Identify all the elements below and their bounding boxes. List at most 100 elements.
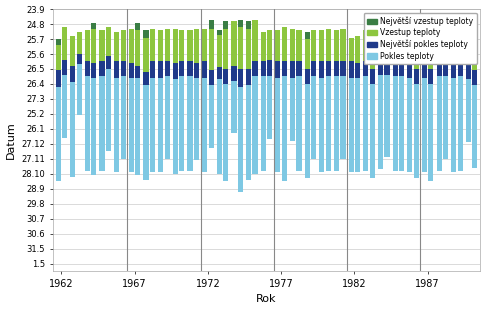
Bar <box>305 69 310 84</box>
Bar <box>238 27 243 69</box>
Bar <box>436 77 442 171</box>
Bar <box>276 61 280 78</box>
Bar <box>106 69 111 151</box>
Bar <box>85 61 90 77</box>
Bar <box>428 84 434 181</box>
Bar <box>472 70 477 86</box>
Bar <box>363 61 368 77</box>
Bar <box>62 75 67 138</box>
Bar <box>370 84 375 178</box>
Bar <box>223 69 228 84</box>
Bar <box>100 77 104 171</box>
Bar <box>443 77 448 159</box>
Bar <box>267 60 272 77</box>
Bar <box>194 29 199 63</box>
Bar <box>217 30 222 34</box>
Y-axis label: Datum: Datum <box>5 121 16 159</box>
Bar <box>179 77 184 171</box>
Bar <box>443 61 448 77</box>
Bar <box>85 30 90 61</box>
Bar <box>393 61 398 77</box>
Bar <box>414 84 419 178</box>
Bar <box>451 61 456 78</box>
Bar <box>252 20 258 61</box>
Bar <box>458 32 463 61</box>
Bar <box>334 30 339 61</box>
Bar <box>355 63 360 78</box>
Bar <box>378 60 383 75</box>
Bar <box>135 78 140 175</box>
Bar <box>223 21 228 29</box>
Bar <box>188 77 192 171</box>
Bar <box>422 78 427 172</box>
Bar <box>135 66 140 78</box>
Bar <box>436 30 442 61</box>
Bar <box>334 77 339 171</box>
Bar <box>158 78 163 172</box>
Bar <box>290 61 295 78</box>
Bar <box>282 61 287 77</box>
Bar <box>55 87 61 181</box>
Bar <box>436 61 442 77</box>
Bar <box>231 21 237 66</box>
Bar <box>238 69 243 87</box>
Bar <box>252 77 258 174</box>
Bar <box>393 77 398 171</box>
Bar <box>384 32 389 60</box>
Bar <box>135 30 140 66</box>
Bar <box>399 29 404 61</box>
Bar <box>290 29 295 61</box>
Bar <box>143 72 149 86</box>
Bar <box>217 68 222 79</box>
Bar <box>319 30 325 61</box>
Bar <box>85 77 90 171</box>
Bar <box>165 77 170 159</box>
Bar <box>326 61 331 77</box>
Bar <box>370 69 375 84</box>
Bar <box>260 61 266 77</box>
Bar <box>334 61 339 77</box>
Bar <box>231 81 237 133</box>
Bar <box>466 63 471 79</box>
Bar <box>378 30 383 60</box>
Bar <box>348 38 354 61</box>
Bar <box>305 84 310 178</box>
Bar <box>363 30 368 61</box>
Bar <box>143 38 149 72</box>
Bar <box>458 77 463 171</box>
Bar <box>246 69 251 86</box>
Bar <box>179 30 184 61</box>
Bar <box>202 61 207 78</box>
Bar <box>246 21 251 29</box>
Bar <box>311 61 316 77</box>
Bar <box>77 64 82 115</box>
Bar <box>173 63 178 79</box>
Bar <box>143 30 149 38</box>
Bar <box>422 30 427 61</box>
Bar <box>70 36 75 66</box>
Bar <box>414 69 419 84</box>
Bar <box>414 34 419 69</box>
Bar <box>55 70 61 87</box>
Bar <box>282 77 287 181</box>
Bar <box>260 32 266 61</box>
Bar <box>348 61 354 78</box>
Bar <box>340 29 346 61</box>
Bar <box>150 29 155 61</box>
Bar <box>443 29 448 61</box>
Bar <box>158 61 163 78</box>
Bar <box>384 60 389 75</box>
Bar <box>100 61 104 77</box>
Bar <box>260 77 266 171</box>
Bar <box>91 29 96 63</box>
Bar <box>188 61 192 77</box>
Bar <box>91 23 96 29</box>
Bar <box>451 78 456 172</box>
Bar <box>311 30 316 61</box>
Bar <box>246 86 251 180</box>
Bar <box>326 77 331 171</box>
Bar <box>129 29 134 63</box>
Bar <box>150 61 155 78</box>
Bar <box>173 79 178 174</box>
Bar <box>238 87 243 192</box>
